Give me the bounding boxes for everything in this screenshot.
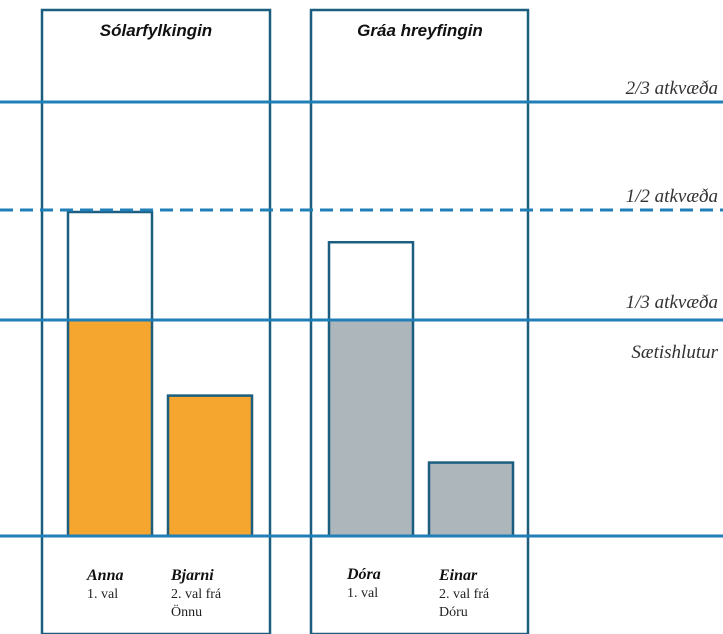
bar-anna-votes xyxy=(66,318,154,538)
bar-anna-extra xyxy=(66,210,154,322)
bar-bjarni-votes xyxy=(166,394,254,538)
bar-dora-extra xyxy=(327,240,415,322)
level-label-one-third: 1/3 atkvæða xyxy=(626,292,718,313)
party-frame-graa-hreyfingin xyxy=(309,8,530,634)
candidate-note-dora: 1. val xyxy=(347,586,378,601)
candidate-note-anna: 1. val xyxy=(87,587,118,602)
bar-einar-votes xyxy=(427,461,515,538)
candidate-name-einar: Einar xyxy=(438,567,478,584)
candidate-name-dora: Dóra xyxy=(346,566,381,583)
level-label-two-thirds: 2/3 atkvæða xyxy=(626,78,718,99)
candidate-note-einar-line1: 2. val frá xyxy=(439,587,490,602)
party-title-graa-hreyfingin: Gráa hreyfingin xyxy=(357,21,483,40)
level-label-saetishlutur: Sætishlutur xyxy=(631,342,718,363)
candidate-note-einar-line2: Dóru xyxy=(439,605,468,620)
party-title-solarfylkingin: Sólarfylkingin xyxy=(100,21,212,40)
candidate-note-bjarni-line2: Önnu xyxy=(171,603,202,620)
candidate-note-bjarni-line1: 2. val frá xyxy=(171,587,222,602)
candidate-name-bjarni: Bjarni xyxy=(170,567,214,584)
level-label-half: 1/2 atkvæða xyxy=(626,186,718,207)
bar-dora-votes xyxy=(327,318,415,538)
party-frame-solarfylkingin xyxy=(40,8,272,634)
candidate-name-anna: Anna xyxy=(86,567,123,584)
